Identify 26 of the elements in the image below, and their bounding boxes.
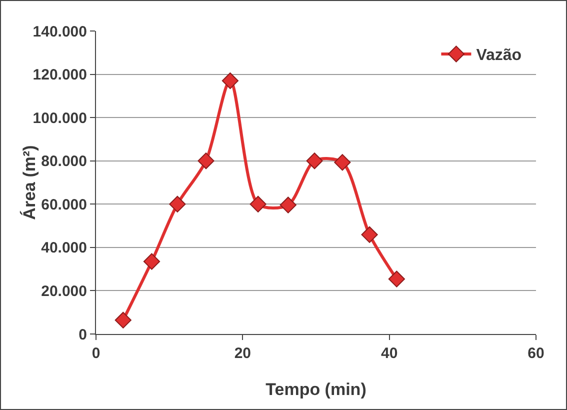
point — [334, 154, 351, 171]
y-tick-label: 120.000 — [32, 66, 87, 84]
legend-label: Vazão — [476, 47, 522, 64]
x-tick-label: 20 — [234, 345, 252, 362]
point — [222, 72, 238, 90]
x-axis-title: Tempo (min) — [266, 380, 366, 399]
point — [361, 226, 378, 243]
y-tick-label: 140.000 — [32, 23, 87, 40]
y-tick-label: 80.000 — [41, 153, 87, 170]
y-tick-label: 100.000 — [32, 110, 87, 127]
x-tick-label: 0 — [92, 345, 100, 362]
y-tick-label: 40.000 — [41, 240, 87, 257]
point — [114, 312, 132, 328]
point — [250, 196, 266, 212]
y-axis-title: Área (m²) — [19, 145, 40, 220]
point — [143, 253, 160, 270]
x-tick-label: 60 — [528, 345, 544, 362]
point — [388, 270, 405, 288]
y-tick-label: 0 — [78, 326, 87, 344]
point — [306, 152, 323, 170]
y-tick-label: 20.000 — [41, 282, 87, 300]
x-tick-label: 40 — [380, 345, 398, 362]
point — [280, 196, 296, 214]
point — [198, 152, 214, 170]
point — [169, 196, 186, 212]
y-tick-label: 60.000 — [41, 196, 87, 214]
